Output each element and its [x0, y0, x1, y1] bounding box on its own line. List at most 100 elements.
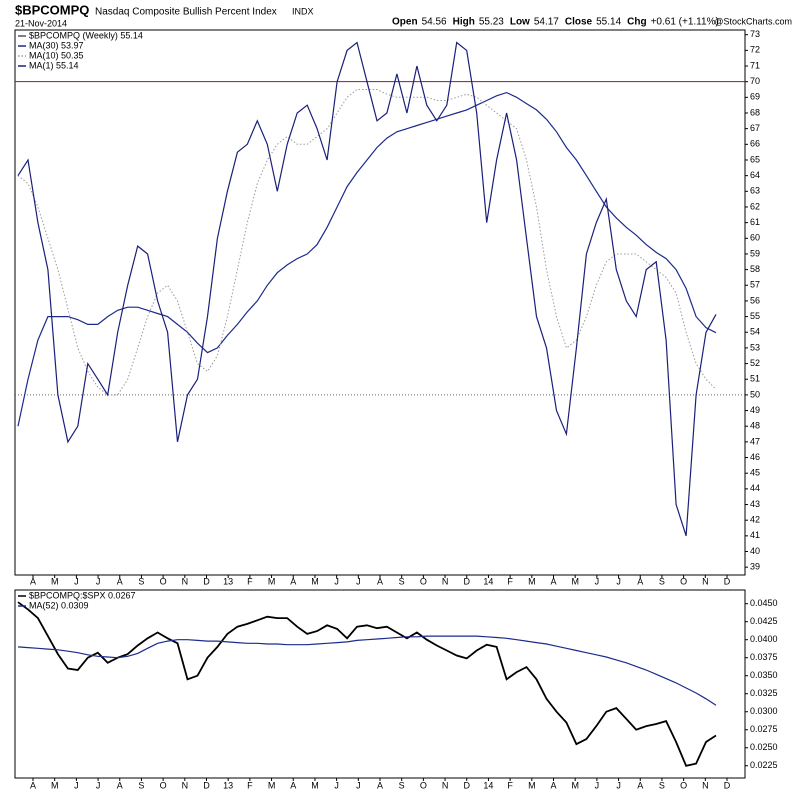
exchange: INDX [292, 6, 314, 16]
y-tick-label: 64 [750, 170, 760, 180]
x-tick-label: J [595, 576, 600, 586]
y-tick-label: 67 [750, 123, 760, 133]
y-tick-label: 72 [750, 45, 760, 55]
stat-label: Open [392, 17, 418, 28]
stat-label: Chg [627, 17, 646, 28]
y-tick-label: 43 [750, 499, 760, 509]
x-tick-label: J [616, 780, 621, 790]
legend-title: $BPCOMPQ (Weekly) 55.14 [29, 30, 143, 40]
y-tick-label: 44 [750, 483, 760, 493]
x-tick-label: J [74, 780, 79, 790]
x-tick-label: A [117, 576, 123, 586]
x-tick-label: D [724, 780, 731, 790]
y-tick-label: 0.0275 [750, 724, 778, 734]
stat-label: High [453, 17, 475, 28]
x-tick-label: D [724, 576, 731, 586]
x-tick-label: D [464, 780, 471, 790]
legend-label: MA(10) 50.35 [29, 50, 84, 60]
x-tick-label: S [138, 576, 144, 586]
x-tick-label: O [680, 780, 687, 790]
x-tick-label: F [507, 576, 513, 586]
symbol: $BPCOMPQ [15, 2, 89, 17]
series-line [17, 601, 717, 767]
y-tick-label: 59 [750, 248, 760, 258]
x-tick-label: M [528, 576, 536, 586]
y-tick-label: 55 [750, 311, 760, 321]
legend-label: MA(1) 55.14 [29, 60, 79, 70]
x-tick-label: N [182, 576, 189, 586]
x-tick-label: J [356, 780, 361, 790]
y-tick-label: 0.0425 [750, 616, 778, 626]
y-tick-label: 0.0250 [750, 742, 778, 752]
stat-value: 55.23 [479, 17, 504, 28]
x-tick-label: J [616, 576, 621, 586]
x-tick-label: S [138, 780, 144, 790]
x-tick-label: O [160, 576, 167, 586]
stat-label: Close [565, 17, 593, 28]
y-tick-label: 0.0350 [750, 670, 778, 680]
x-tick-label: S [399, 780, 405, 790]
x-tick-label: A [30, 780, 36, 790]
x-tick-label: D [464, 576, 471, 586]
x-tick-label: N [182, 780, 189, 790]
y-tick-label: 45 [750, 468, 760, 478]
y-tick-label: 66 [750, 139, 760, 149]
series-line [17, 41, 717, 536]
y-tick-label: 50 [750, 389, 760, 399]
x-tick-label: A [290, 780, 296, 790]
legend-label: MA(52) 0.0309 [29, 600, 89, 610]
x-tick-label: 13 [223, 576, 233, 586]
x-tick-label: F [247, 780, 253, 790]
y-tick-label: 54 [750, 327, 760, 337]
y-tick-label: 46 [750, 452, 760, 462]
y-tick-label: 56 [750, 295, 760, 305]
x-tick-label: F [507, 780, 513, 790]
stat-value: +0.61 (+1.11%) [651, 17, 719, 28]
y-tick-label: 0.0225 [750, 760, 778, 770]
y-tick-label: 48 [750, 421, 760, 431]
x-tick-label: J [74, 576, 79, 586]
y-tick-label: 41 [750, 530, 760, 540]
x-tick-label: A [377, 576, 383, 586]
x-tick-label: O [680, 576, 687, 586]
series-line [17, 91, 717, 427]
legend-label: $BPCOMPQ:$SPX 0.0267 [29, 590, 136, 600]
y-tick-label: 51 [750, 374, 760, 384]
y-tick-label: 0.0375 [750, 652, 778, 662]
x-tick-label: M [311, 576, 319, 586]
x-tick-label: S [399, 576, 405, 586]
x-tick-label: 14 [483, 576, 493, 586]
series-line [17, 89, 717, 396]
y-tick-label: 71 [750, 60, 760, 70]
y-tick-label: 40 [750, 546, 760, 556]
date: 21-Nov-2014 [15, 18, 67, 28]
x-tick-label: J [96, 780, 101, 790]
y-tick-label: 63 [750, 186, 760, 196]
y-tick-label: 60 [750, 233, 760, 243]
y-tick-label: 53 [750, 342, 760, 352]
index-name: Nasdaq Composite Bullish Percent Index [95, 7, 277, 18]
y-tick-label: 70 [750, 76, 760, 86]
x-tick-label: M [528, 780, 536, 790]
y-tick-label: 68 [750, 107, 760, 117]
y-tick-label: 61 [750, 217, 760, 227]
x-tick-label: S [659, 780, 665, 790]
x-tick-label: A [377, 780, 383, 790]
x-tick-label: O [420, 576, 427, 586]
x-tick-label: J [334, 576, 339, 586]
x-tick-label: 14 [483, 780, 493, 790]
x-tick-label: J [356, 576, 361, 586]
x-tick-label: D [203, 780, 210, 790]
y-tick-label: 58 [750, 264, 760, 274]
x-tick-label: M [51, 576, 59, 586]
x-tick-label: M [571, 576, 579, 586]
x-tick-label: M [311, 780, 319, 790]
y-tick-label: 39 [750, 562, 760, 572]
x-tick-label: A [290, 576, 296, 586]
y-tick-label: 0.0300 [750, 706, 778, 716]
x-tick-label: N [702, 576, 709, 586]
y-tick-label: 62 [750, 201, 760, 211]
x-tick-label: N [442, 780, 449, 790]
y-tick-label: 47 [750, 436, 760, 446]
